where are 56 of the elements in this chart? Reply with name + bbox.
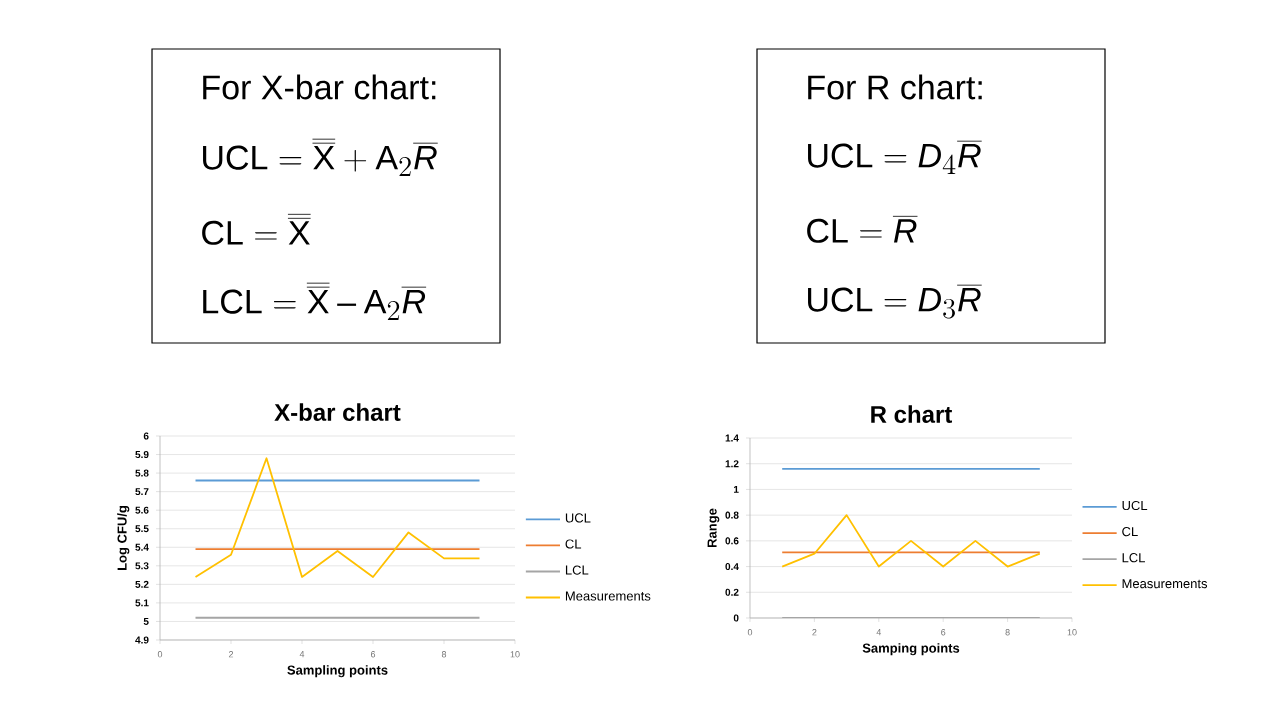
- x-tick-label: 8: [441, 651, 447, 658]
- legend-label: LCL: [1122, 553, 1145, 563]
- text: $\mathrm{UCL} = D_4\overline{R}$: [808, 141, 982, 175]
- y-axis-title: Log CFU/g: [117, 506, 130, 570]
- text: $\mathrm{UCL} = D_3\overline{R}$: [808, 285, 982, 319]
- line-series: [781, 514, 1041, 568]
- y-tick-label: 1.2: [725, 460, 739, 468]
- chart-title: X-bar chart: [274, 403, 401, 421]
- line-series: [194, 457, 481, 578]
- legend-label: Measurements: [565, 591, 651, 601]
- y-tick-label: 5.5: [135, 525, 149, 533]
- legend-label: LCL: [565, 565, 589, 575]
- x-tick-label: 10: [1067, 629, 1077, 636]
- x-axis-title: Samping points: [862, 643, 960, 656]
- x-tick-label: 2: [812, 629, 817, 636]
- x-tick-label: 2: [228, 651, 234, 658]
- text: For R chart:: [808, 74, 982, 100]
- y-tick-label: 5.6: [135, 506, 149, 514]
- y-tick-label: 5.8: [135, 469, 149, 477]
- x-tick-label: 4: [876, 629, 882, 636]
- y-axis-title: Range: [707, 508, 720, 547]
- y-tick-label: 0.6: [725, 537, 739, 545]
- chart-title: R chart: [871, 405, 952, 423]
- legend-label: CL: [565, 539, 582, 549]
- y-tick-label: 5.7: [135, 488, 149, 496]
- y-tick-label: 5: [143, 617, 149, 625]
- y-tick-label: 5.2: [135, 580, 149, 588]
- legend-label: UCL: [1122, 500, 1148, 511]
- x-tick-label: 0: [747, 629, 753, 636]
- legend-label: UCL: [565, 513, 591, 523]
- x-tick-label: 0: [157, 651, 163, 658]
- text: $\mathrm{CL} = \overline{R}$: [807, 216, 918, 243]
- y-tick-label: 1.4: [725, 434, 739, 442]
- y-tick-label: 5.4: [135, 543, 149, 551]
- y-tick-label: 5.1: [135, 599, 149, 607]
- text: $\mathrm{LCL}=\overline{\overline{\mathrm{X}}} - \mathrm{A}_2\overline{R}$: [203, 283, 427, 321]
- text: For X-bar chart:: [203, 74, 436, 100]
- y-tick-label: 4.9: [135, 636, 149, 644]
- x-tick-label: 10: [510, 651, 520, 658]
- x-axis-title: Sampling points: [287, 665, 388, 678]
- y-tick-label: 5.9: [135, 450, 149, 459]
- y-tick-label: 0.8: [725, 511, 739, 519]
- y-tick-label: 6: [143, 432, 149, 440]
- y-tick-label: 0: [733, 614, 739, 622]
- x-tick-label: 6: [941, 629, 946, 636]
- x-tick-label: 8: [1005, 629, 1010, 636]
- text: $\mathrm{CL}= \overline{\overline{\mathrm{X}}}$: [202, 214, 311, 245]
- y-tick-label: 0.2: [725, 588, 739, 596]
- y-tick-label: 5.3: [135, 562, 149, 570]
- y-tick-label: 1: [734, 486, 739, 493]
- y-tick-label: 0.4: [725, 563, 739, 571]
- x-tick-label: 4: [299, 651, 305, 658]
- x-tick-label: 6: [370, 651, 376, 658]
- text: $\mathrm{UCL} = \overline{\overline{\mathrm{X}}} + \mathrm{A}_2\overline{R}$: [203, 139, 438, 177]
- legend-label: Measurements: [1122, 579, 1208, 589]
- legend-label: CL: [1122, 527, 1138, 537]
